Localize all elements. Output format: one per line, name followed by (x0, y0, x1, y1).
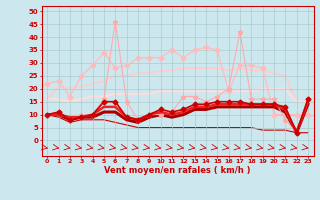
X-axis label: Vent moyen/en rafales ( km/h ): Vent moyen/en rafales ( km/h ) (104, 166, 251, 175)
